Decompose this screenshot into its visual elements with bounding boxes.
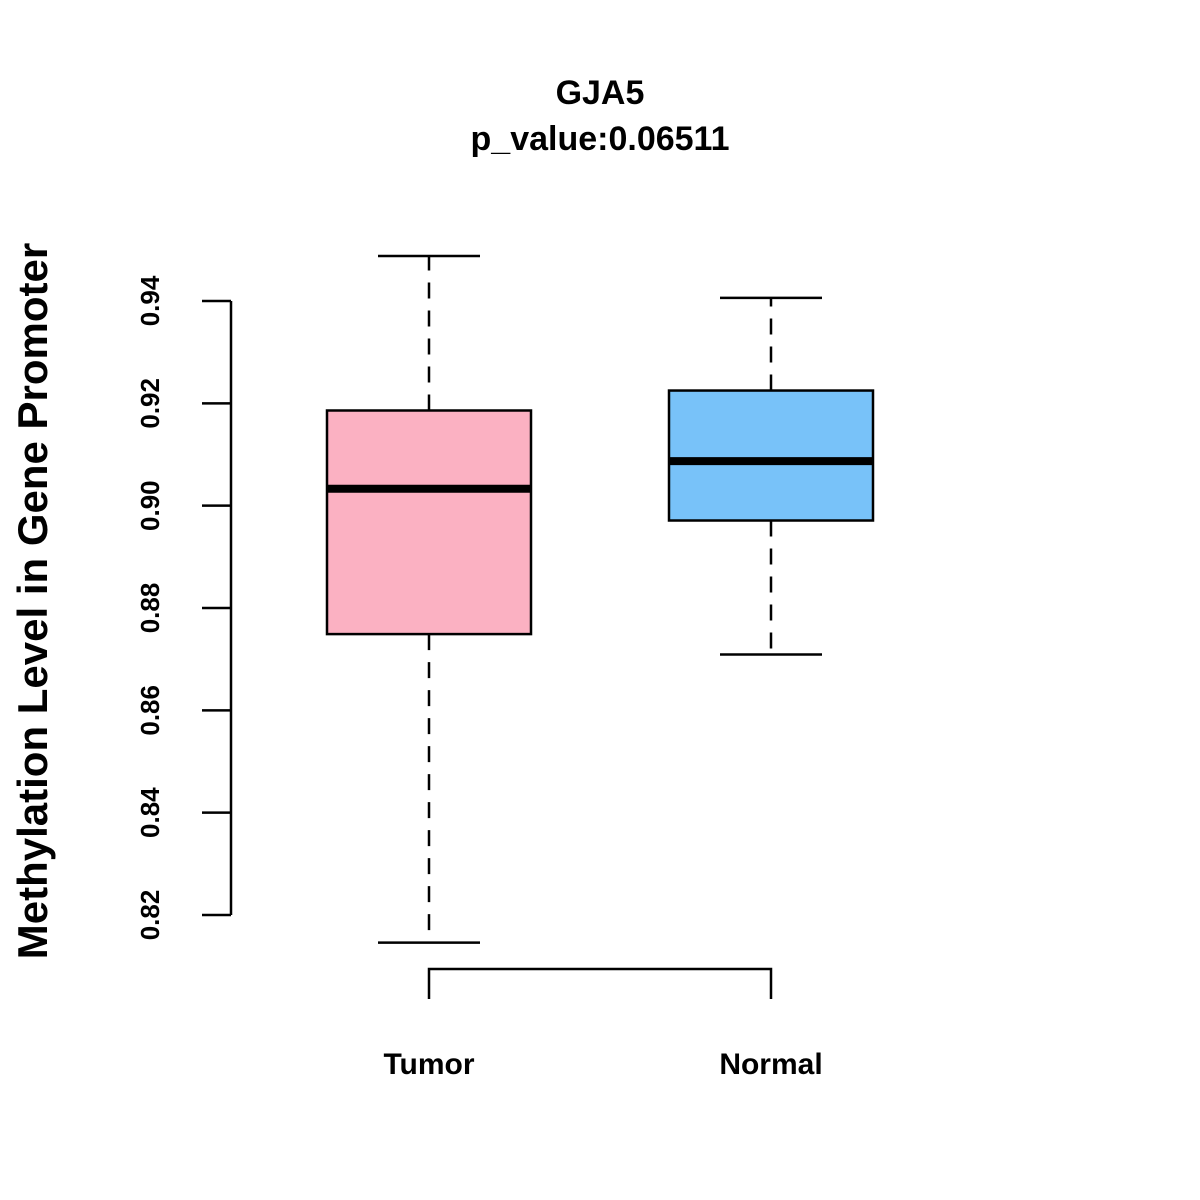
y-tick-label: 0.84 [135, 787, 165, 838]
category-labels: Tumor Normal [383, 1048, 822, 1081]
y-tick-label: 0.94 [135, 275, 165, 326]
y-tick-label: 0.92 [135, 378, 165, 429]
chart-subtitle: p_value:0.06511 [471, 120, 730, 158]
y-axis-label: Methylation Level in Gene Promoter [9, 243, 56, 959]
y-tick-label: 0.88 [135, 583, 165, 634]
chart-title: GJA5 [556, 74, 645, 112]
category-label-normal: Normal [719, 1048, 822, 1081]
box-normal [667, 296, 875, 656]
y-tick-label: 0.86 [135, 685, 165, 736]
box-tumor [325, 254, 533, 944]
y-axis: 0.82 0.84 0.86 0.88 0.90 0.92 0.94 [135, 275, 233, 941]
boxes [325, 254, 875, 944]
comparison-bracket [427, 967, 773, 999]
category-label-tumor: Tumor [383, 1048, 474, 1081]
bracket-line [427, 967, 773, 999]
y-tick-label: 0.82 [135, 890, 165, 941]
y-tick-label: 0.90 [135, 480, 165, 531]
iqr-box [325, 409, 533, 636]
iqr-box [667, 389, 875, 522]
